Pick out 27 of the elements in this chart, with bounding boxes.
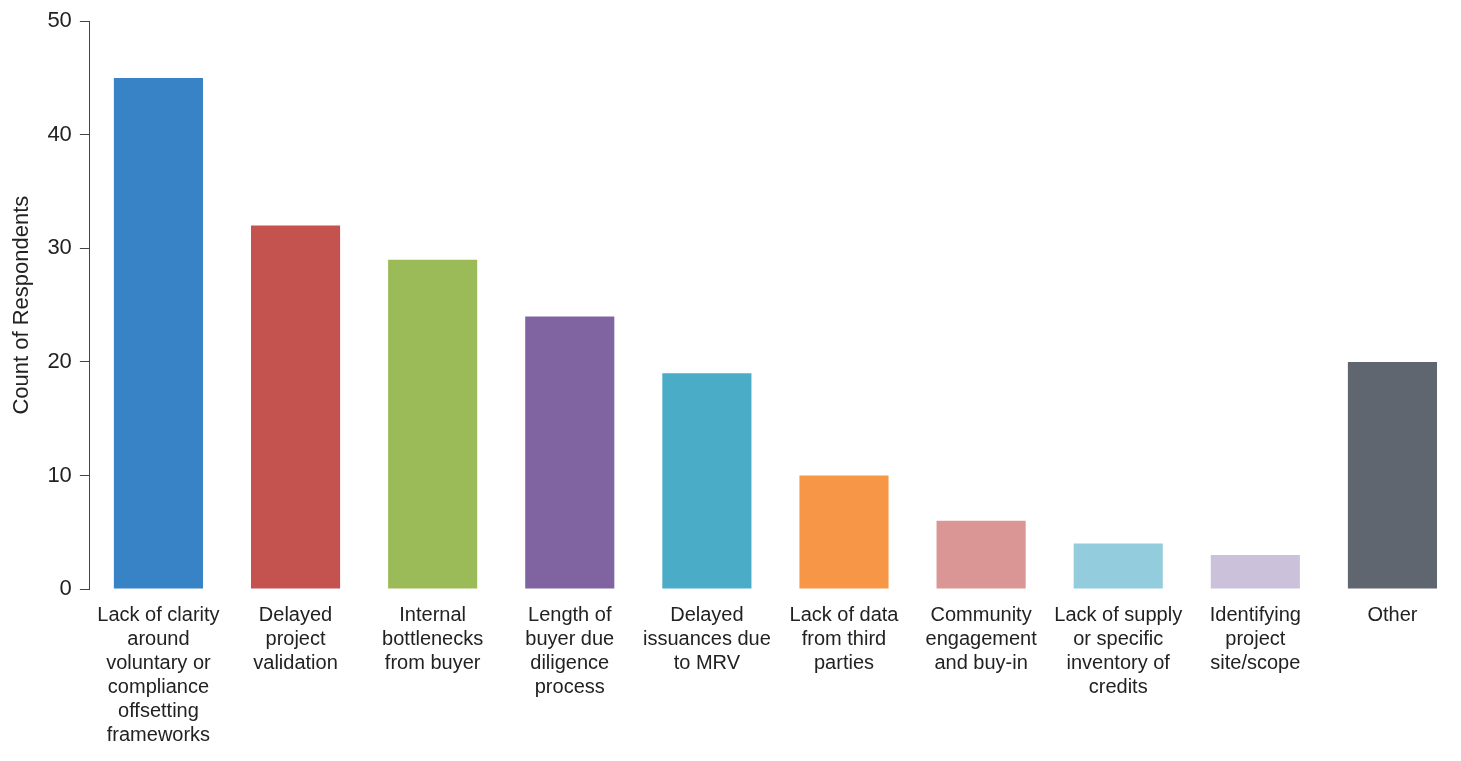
bar [799, 475, 889, 589]
x-tick-label: Other [1367, 602, 1418, 625]
bar [662, 373, 752, 589]
x-tick-label: Lack of supply or specific inventory of credits [1054, 602, 1183, 697]
bar [1347, 361, 1438, 589]
y-tick-label: 40 [47, 120, 72, 146]
y-tick-label: 20 [47, 347, 72, 373]
y-tick-label: 30 [47, 234, 72, 260]
y-tick-label: 50 [47, 7, 72, 33]
x-tick-label: Delayed project validation [253, 602, 338, 673]
bar [113, 77, 203, 589]
y-tick-label: 10 [47, 461, 72, 487]
x-tick-label: Delayed issuances due to MRV [642, 602, 771, 673]
x-tick-label: Internal bottlenecks from buyer [382, 602, 484, 673]
x-tick-label: Community engagement and buy-in [925, 602, 1038, 673]
bar [250, 225, 341, 589]
x-tick-label: Lack of data from third parties [789, 602, 900, 673]
bar [388, 259, 478, 589]
bar [936, 520, 1026, 589]
bar [1073, 543, 1163, 589]
x-tick-label: Lack of clarity around voluntary or compliance offsetting frameworks [97, 602, 220, 745]
y-tick-label: 0 [59, 575, 72, 601]
x-tick-label: Length of buyer due diligence process [525, 602, 615, 697]
y-axis-title: Count of Respondents [8, 195, 34, 415]
x-tick-label: Identifying project site/scope [1209, 602, 1301, 673]
bar [525, 316, 615, 589]
bar [1210, 554, 1300, 589]
